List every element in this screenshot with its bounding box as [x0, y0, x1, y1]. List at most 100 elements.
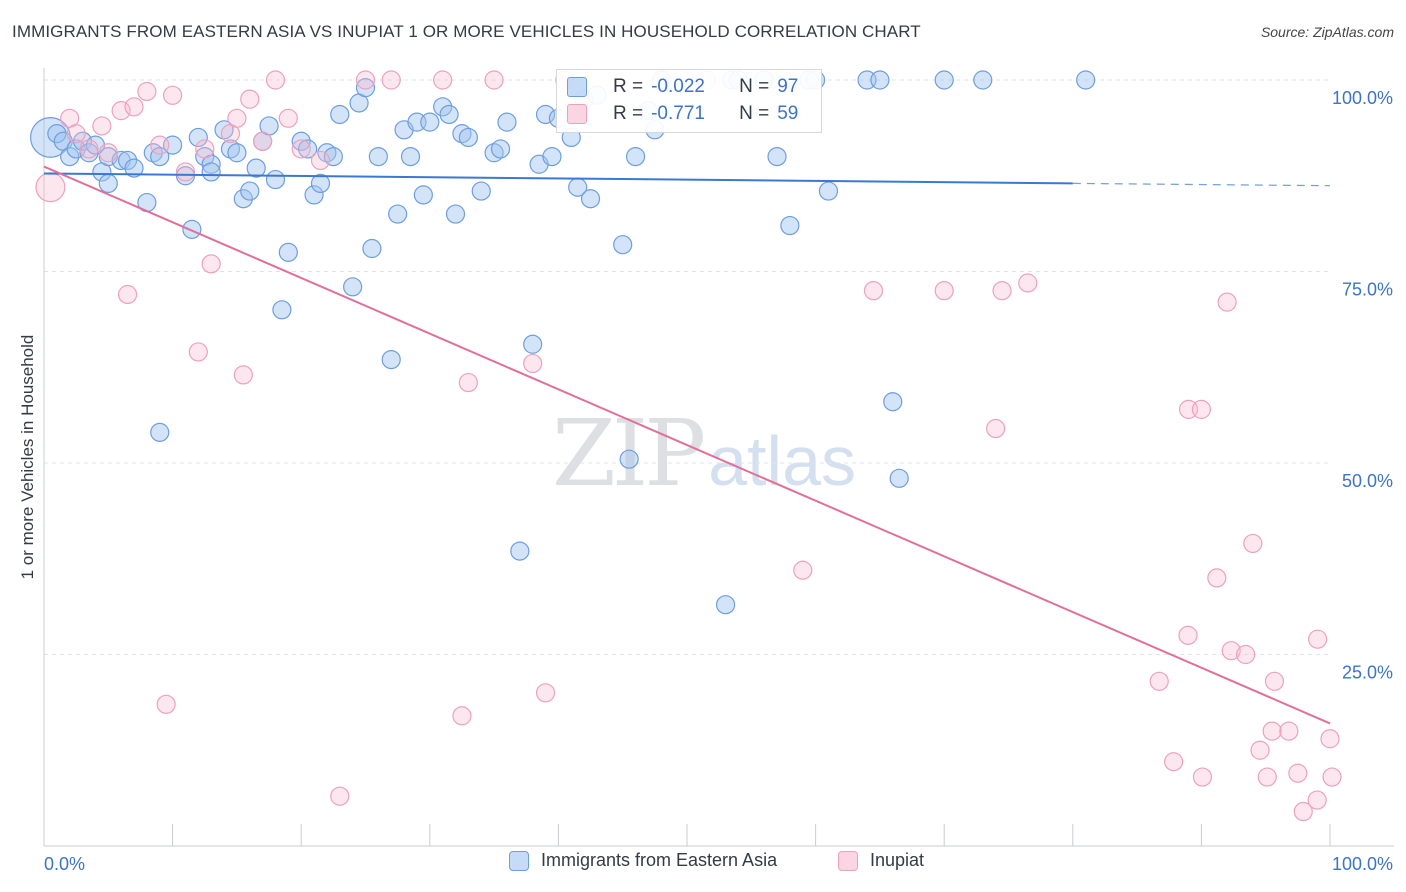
point-eastern-asia	[883, 392, 903, 412]
point-inupiat	[863, 281, 884, 301]
point-eastern-asia	[60, 147, 80, 167]
trendline-eastern-asia	[43, 172, 1073, 185]
point-inupiat	[253, 131, 273, 151]
point-eastern-asia	[523, 334, 543, 354]
stats-r-label: R =	[613, 103, 644, 124]
point-eastern-asia	[510, 541, 530, 561]
point-inupiat	[1236, 644, 1256, 665]
point-eastern-asia	[343, 277, 363, 297]
point-eastern-asia	[201, 162, 221, 182]
stats-row-eastern-asia: R = -0.022 N = 97	[567, 74, 799, 100]
point-inupiat	[79, 139, 99, 159]
point-eastern-asia	[265, 169, 286, 190]
point-inupiat	[934, 281, 954, 301]
point-eastern-asia	[227, 143, 247, 163]
legend-label: Inupiat	[870, 850, 925, 870]
point-inupiat	[1288, 763, 1308, 783]
legend-label: Immigrants from Eastern Asia	[541, 850, 778, 870]
trendline-inupiat	[43, 165, 1331, 725]
point-eastern-asia	[780, 215, 800, 236]
stats-n-value: 97	[777, 76, 799, 97]
point-eastern-asia	[291, 131, 311, 151]
point-inupiat	[66, 124, 86, 144]
legend-item-eastern-asia[interactable]: Immigrants from Eastern Asia	[509, 850, 777, 871]
legend-swatch-blue	[509, 850, 529, 871]
point-eastern-asia	[233, 189, 253, 209]
point-eastern-asia	[413, 185, 433, 205]
point-inupiat	[452, 706, 472, 726]
stats-n-value: 59	[777, 103, 799, 124]
point-eastern-asia	[973, 70, 993, 90]
point-eastern-asia	[72, 131, 93, 151]
point-inupiat	[523, 353, 543, 374]
point-inupiat	[227, 108, 247, 128]
point-inupiat	[150, 135, 170, 155]
point-inupiat	[1178, 625, 1198, 645]
point-inupiat	[117, 284, 138, 305]
source-label: Source: ZipAtlas.com	[1260, 24, 1394, 40]
point-eastern-asia	[458, 127, 478, 148]
point-inupiat	[1308, 629, 1328, 649]
point-eastern-asia	[420, 112, 440, 132]
point-inupiat	[92, 116, 112, 136]
point-inupiat	[1257, 767, 1277, 787]
point-inupiat	[175, 162, 196, 182]
point-eastern-asia	[188, 127, 208, 148]
legend-swatch-pink	[838, 850, 858, 871]
point-eastern-asia	[613, 235, 633, 255]
point-inupiat	[195, 139, 215, 159]
point-inupiat	[484, 70, 504, 90]
point-eastern-asia	[150, 422, 170, 442]
point-eastern-asia	[124, 158, 144, 178]
point-eastern-asia	[870, 70, 890, 90]
point-eastern-asia	[330, 104, 350, 125]
point-eastern-asia	[98, 173, 118, 194]
point-eastern-asia	[767, 147, 787, 167]
point-eastern-asia	[304, 185, 324, 205]
y-tick-label: 75.0%	[1342, 280, 1393, 300]
point-inupiat	[1192, 767, 1213, 787]
point-eastern-asia	[388, 204, 408, 224]
point-inupiat	[156, 694, 176, 714]
point-eastern-asia	[362, 238, 382, 259]
point-inupiat	[1322, 767, 1342, 787]
point-eastern-asia	[934, 70, 954, 90]
point-inupiat	[1018, 273, 1038, 293]
point-eastern-asia	[381, 349, 401, 370]
chart-legend: Immigrants from Eastern Asia Inupiat	[0, 850, 1406, 880]
point-eastern-asia	[368, 147, 388, 167]
point-inupiat	[163, 85, 183, 105]
point-inupiat	[137, 81, 157, 102]
point-eastern-asia	[240, 181, 260, 201]
stats-swatch-pink	[567, 104, 587, 124]
point-inupiat	[1243, 533, 1263, 554]
chart-title: IMMIGRANTS FROM EASTERN ASIA VS INUPIAT …	[12, 22, 921, 41]
y-tick-label: 25.0%	[1342, 663, 1393, 683]
point-inupiat	[1191, 399, 1212, 419]
legend-item-inupiat[interactable]: Inupiat	[838, 850, 924, 871]
point-inupiat	[188, 342, 208, 362]
point-inupiat	[98, 143, 118, 163]
point-eastern-asia	[445, 204, 466, 224]
point-inupiat	[1207, 568, 1227, 588]
x-tick-label: 0.0%	[44, 854, 85, 874]
point-inupiat	[330, 786, 350, 806]
stats-row-inupiat: R = -0.771 N = 59	[567, 101, 799, 127]
point-inupiat	[1149, 671, 1169, 691]
point-inupiat	[1293, 801, 1313, 822]
point-eastern-asia	[278, 242, 298, 262]
point-eastern-asia	[30, 117, 71, 158]
stats-n-label: N =	[739, 103, 770, 124]
point-eastern-asia	[400, 147, 421, 167]
point-inupiat	[1250, 740, 1270, 760]
point-inupiat	[124, 97, 144, 117]
point-inupiat	[310, 150, 331, 171]
point-eastern-asia	[580, 189, 601, 209]
point-inupiat	[278, 108, 298, 128]
point-eastern-asia	[433, 97, 453, 117]
point-eastern-asia	[150, 147, 170, 167]
point-eastern-asia	[439, 104, 459, 125]
point-eastern-asia	[310, 173, 331, 194]
point-inupiat	[535, 683, 556, 703]
